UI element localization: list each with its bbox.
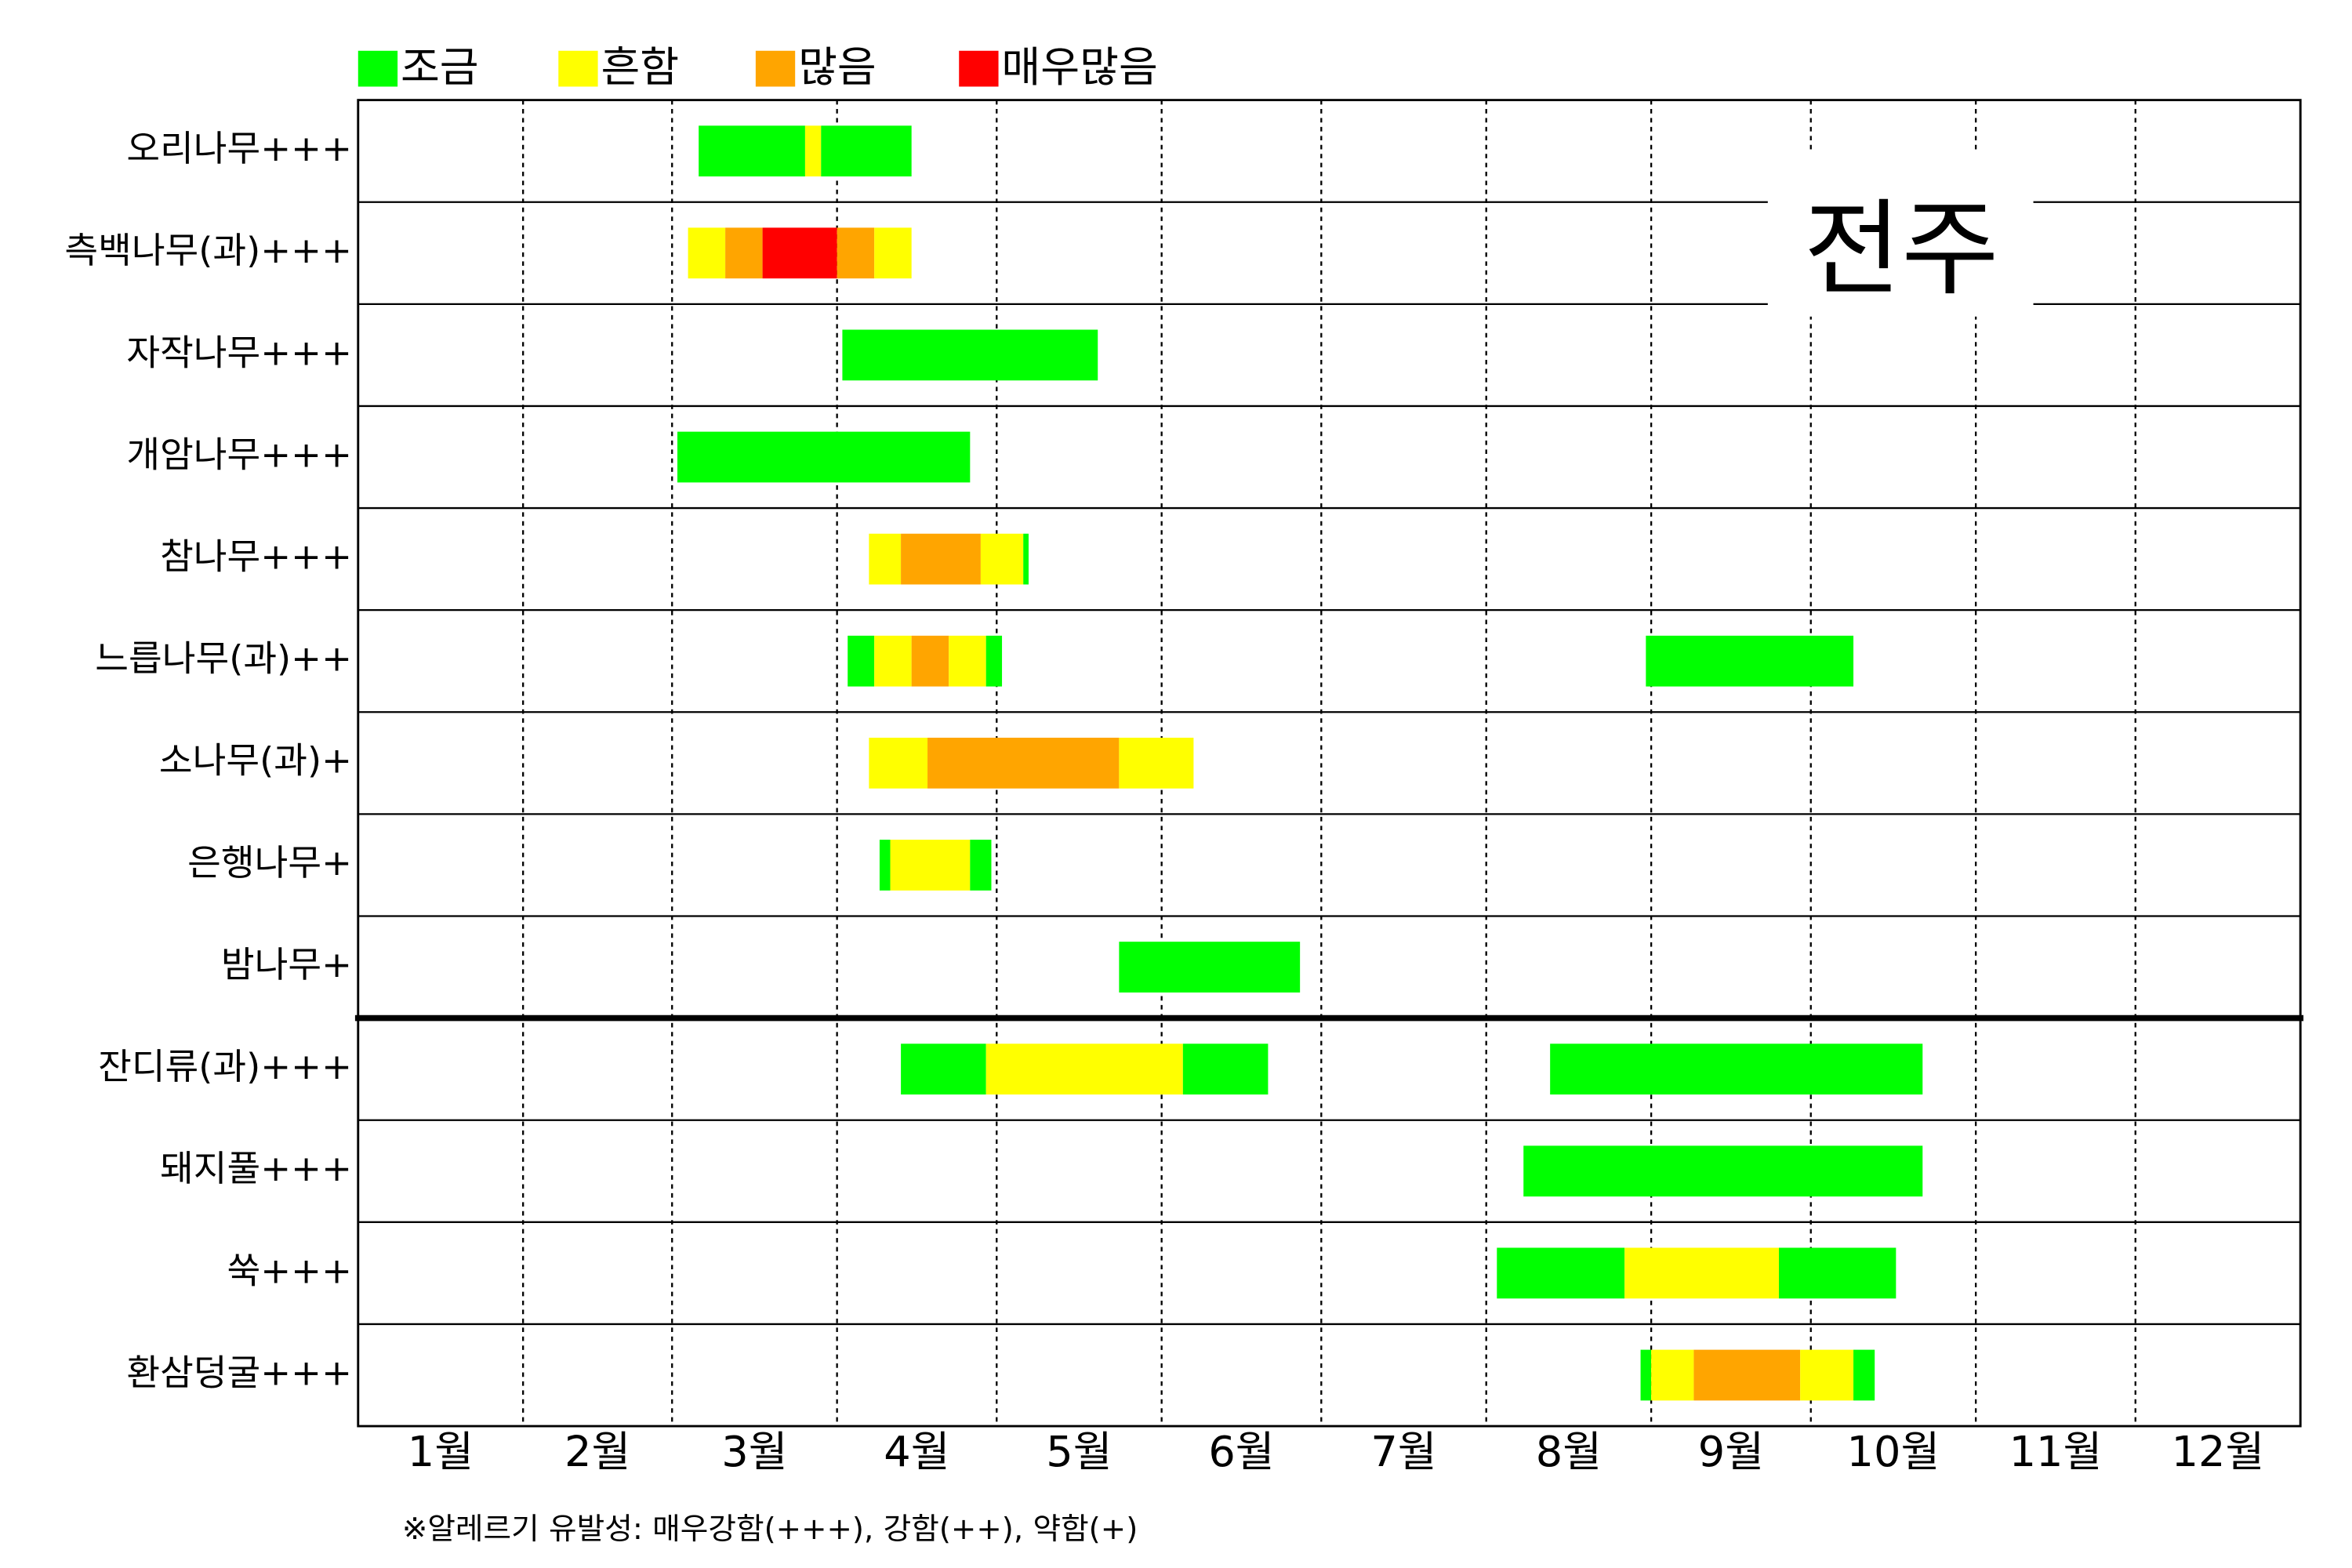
pollen-segment <box>1550 1044 1923 1095</box>
pollen-segment <box>985 635 1003 687</box>
x-tick-label: 12월 <box>2172 1427 2265 1475</box>
pollen-segment <box>677 431 971 483</box>
pollen-segment <box>874 227 912 279</box>
pollen-segment <box>1779 1247 1896 1299</box>
row-label: 잔디류(과)+++ <box>98 1045 352 1087</box>
row-label: 소나무(과)+ <box>159 739 352 782</box>
legend-label: 매우많음 <box>1001 42 1157 91</box>
pollen-segment <box>869 737 928 789</box>
legend-swatch <box>358 50 398 87</box>
x-tick-label: 8월 <box>1536 1427 1602 1475</box>
pollen-segment <box>980 533 1024 585</box>
pollen-segment <box>1497 1247 1625 1299</box>
pollen-segment <box>869 533 902 585</box>
row-label: 은행나무+ <box>187 841 352 884</box>
footnote: ※알레르기 유발성: 매우강함(+++), 강함(++), 약함(+) <box>402 1512 1138 1547</box>
row-label: 개암나무+++ <box>126 434 352 476</box>
legend-label: 많음 <box>798 42 877 91</box>
annotation: 전주 <box>1804 188 1999 310</box>
x-tick-label: 5월 <box>1046 1427 1112 1475</box>
row-label: 참나무+++ <box>160 535 352 578</box>
pollen-segment <box>1119 737 1194 789</box>
pollen-segment <box>837 227 875 279</box>
x-tick-label: 7월 <box>1370 1427 1436 1475</box>
pollen-segment <box>1182 1044 1269 1095</box>
row-label: 밤나무+ <box>221 943 352 985</box>
legend-label: 흔함 <box>601 42 679 91</box>
pollen-segment <box>970 840 992 891</box>
legend-label: 조금 <box>401 42 479 91</box>
pollen-segment <box>688 227 726 279</box>
pollen-segment <box>762 227 837 279</box>
pollen-segment <box>804 125 822 177</box>
x-tick-label: 9월 <box>1698 1427 1764 1475</box>
pollen-segment <box>949 635 986 687</box>
pollen-segment <box>1693 1349 1801 1401</box>
x-tick-label: 1월 <box>408 1427 474 1475</box>
pollen-segment <box>927 737 1120 789</box>
pollen-segment <box>1651 1349 1694 1401</box>
row-label: 자작나무+++ <box>126 332 352 374</box>
x-tick-label: 11월 <box>2009 1427 2103 1475</box>
pollen-segment <box>842 329 1098 381</box>
pollen-segment <box>821 125 912 177</box>
row-label: 느릅나무(과)++ <box>95 637 352 680</box>
pollen-segment <box>901 533 981 585</box>
annotation-box <box>1767 149 2034 317</box>
row-label: 쑥+++ <box>227 1250 352 1292</box>
x-tick-label: 10월 <box>1847 1427 1940 1475</box>
pollen-segment <box>901 1044 986 1095</box>
pollen-segment <box>890 840 971 891</box>
pollen-segment <box>874 635 912 687</box>
x-tick-label: 6월 <box>1208 1427 1274 1475</box>
pollen-segment <box>985 1044 1183 1095</box>
pollen-segment <box>1646 635 1854 687</box>
x-tick-label: 3월 <box>721 1427 787 1475</box>
pollen-segment <box>1640 1349 1652 1401</box>
pollen-segment <box>1800 1349 1854 1401</box>
row-label: 환삼덩굴+++ <box>126 1352 352 1394</box>
pollen-segment <box>1023 533 1029 585</box>
legend-swatch <box>959 50 999 87</box>
pollen-segment <box>848 635 875 687</box>
row-label: 오리나무+++ <box>126 127 352 169</box>
row-label: 측백나무(과)+++ <box>64 230 352 272</box>
pollen-segment <box>911 635 949 687</box>
legend-swatch <box>558 50 598 87</box>
pollen-segment <box>725 227 763 279</box>
pollen-segment <box>1853 1349 1875 1401</box>
x-tick-label: 2월 <box>564 1427 630 1475</box>
plot-frame <box>357 99 2302 1428</box>
pollen-segment <box>1523 1145 1923 1197</box>
pollen-segment <box>1119 942 1301 993</box>
pollen-segment <box>1624 1247 1780 1299</box>
legend-swatch <box>755 50 796 87</box>
pollen-segment <box>879 840 891 891</box>
pollen-segment <box>699 125 805 177</box>
x-tick-label: 4월 <box>884 1427 949 1475</box>
row-label: 돼지풀+++ <box>160 1148 352 1190</box>
